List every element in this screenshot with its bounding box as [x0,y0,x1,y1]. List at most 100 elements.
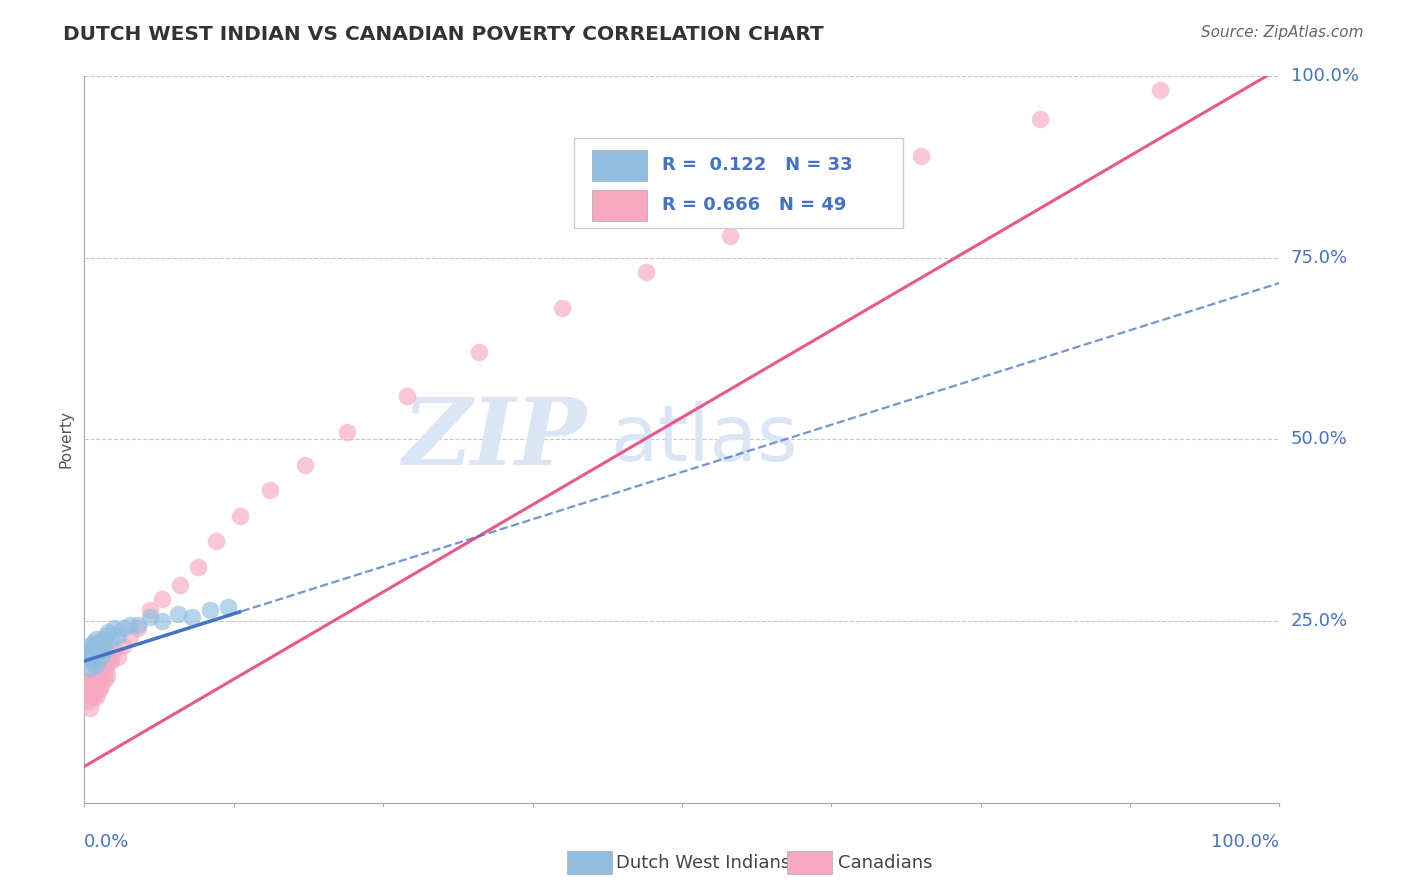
Point [100,654,122,668]
Text: R = 0.666   N = 49: R = 0.666 N = 49 [662,196,846,214]
Point [80,672,103,686]
Point [93,640,115,654]
Point [84,640,107,654]
Point [86,690,108,705]
Point [86,665,108,679]
Point [86,632,108,647]
Y-axis label: Poverty: Poverty [58,410,73,468]
Point [94,629,117,643]
Point [139,610,162,624]
Text: 100.0%: 100.0% [1212,833,1279,851]
Text: 75.0%: 75.0% [1291,249,1348,267]
Point [89,636,111,650]
Point [87,683,110,698]
Point [76,650,98,665]
Point [468,345,491,359]
FancyBboxPatch shape [575,137,903,228]
Point [181,610,204,624]
Point [127,617,149,632]
Text: R =  0.122   N = 33: R = 0.122 N = 33 [662,156,852,174]
Point [150,614,173,628]
Point [94,661,117,675]
Point [111,621,134,635]
Text: 100.0%: 100.0% [1291,67,1358,85]
Text: atlas: atlas [610,401,797,477]
Text: 0.0%: 0.0% [84,833,129,851]
Point [91,632,114,647]
Point [77,688,100,702]
Point [118,617,141,632]
Point [90,680,112,694]
Point [83,688,105,702]
Point [93,643,115,657]
Point [96,668,118,682]
Text: Source: ZipAtlas.com: Source: ZipAtlas.com [1201,25,1364,40]
Text: 25.0%: 25.0% [1291,612,1348,630]
Point [551,301,574,316]
Point [103,621,125,635]
Text: DUTCH WEST INDIAN VS CANADIAN POVERTY CORRELATION CHART: DUTCH WEST INDIAN VS CANADIAN POVERTY CO… [63,25,824,44]
Point [84,680,107,694]
Point [187,559,209,574]
Point [97,654,120,668]
Point [75,680,97,694]
Point [89,661,111,675]
FancyBboxPatch shape [592,151,647,181]
Point [86,647,108,661]
FancyBboxPatch shape [592,191,647,221]
Point [259,483,281,498]
Point [1029,112,1052,127]
Point [294,458,316,472]
Point [198,603,221,617]
Point [86,657,108,672]
Point [91,668,114,682]
Point [77,654,100,668]
Point [79,676,101,690]
Text: Dutch West Indians: Dutch West Indians [616,854,790,871]
Point [79,640,101,654]
Point [111,640,134,654]
Point [83,650,105,665]
Text: 50.0%: 50.0% [1291,430,1347,449]
Text: ZIP: ZIP [402,394,586,484]
Point [718,228,741,243]
Point [127,621,149,635]
Point [166,607,188,621]
Point [93,665,115,679]
Point [107,650,129,665]
Point [82,683,104,698]
Point [77,683,100,698]
Point [1149,83,1171,97]
Point [76,694,98,708]
Point [169,578,191,592]
Point [396,389,419,403]
Point [814,185,837,199]
Point [336,425,359,439]
Point [83,668,105,682]
Point [79,661,101,675]
Point [103,643,125,657]
Point [79,701,101,715]
Point [80,690,103,705]
Point [93,672,115,686]
Text: Canadians: Canadians [838,854,932,871]
Point [118,629,141,643]
Point [100,632,122,647]
Point [90,650,112,665]
Point [82,654,104,668]
Point [107,629,129,643]
Point [97,624,120,639]
Point [636,265,658,279]
Point [910,149,932,163]
Point [77,647,100,661]
Point [150,592,173,607]
Point [86,676,108,690]
Point [80,643,103,657]
Point [82,636,104,650]
Point [205,534,228,549]
Point [217,599,239,614]
Point [229,508,252,523]
Point [87,643,110,657]
Point [89,672,111,686]
Point [139,603,162,617]
